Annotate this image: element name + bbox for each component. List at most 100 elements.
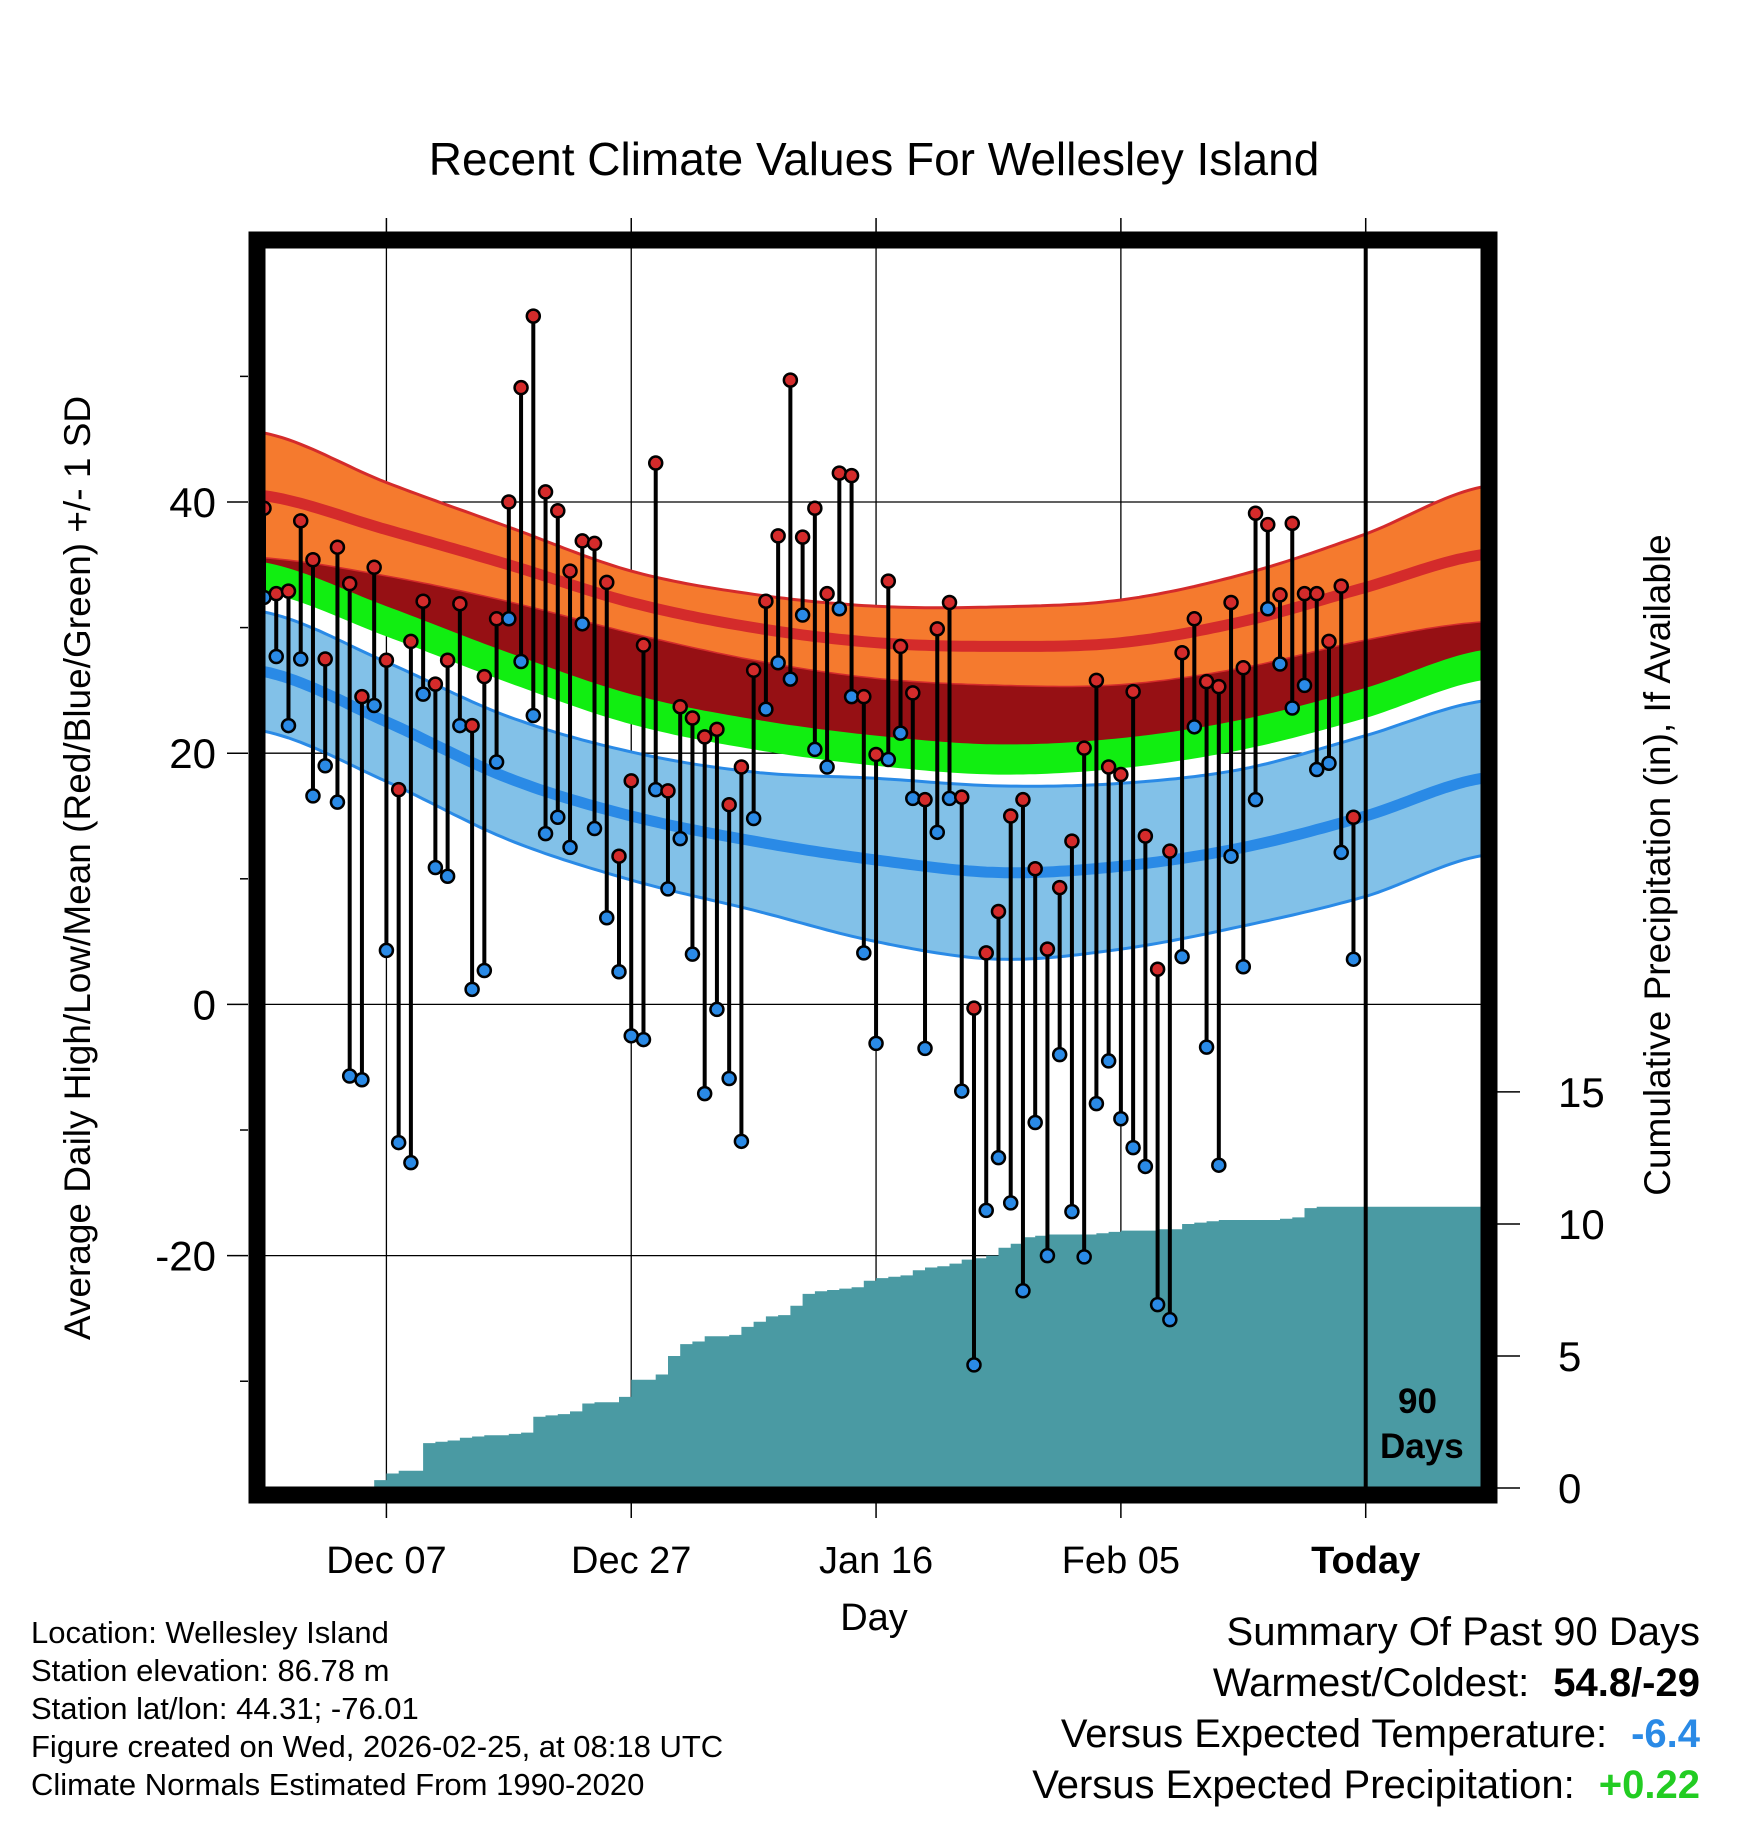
- daily-high-point: [268, 585, 284, 602]
- axes: -20 0 20 40 0 5 10 15 Dec 07 Dec 27 Jan 16 Feb 05 To…: [155, 218, 1605, 1582]
- daily-high-point: [1247, 505, 1264, 522]
- daily-high-point: [305, 552, 321, 568]
- cumulative-precip-area: [264, 1206, 1482, 1488]
- daily-low-point: [1100, 1053, 1117, 1069]
- daily-high-point: [415, 593, 431, 609]
- daily-low-point: [599, 909, 615, 926]
- daily-high-point: [501, 494, 517, 510]
- daily-high-point: [1272, 587, 1288, 603]
- daily-low-point: [280, 717, 297, 734]
- daily-low-point: [733, 1133, 750, 1150]
- daily-high-point: [366, 559, 382, 576]
- station-metadata: Location: Wellesley Island Station eleva…: [31, 1614, 723, 1804]
- daily-low-point: [1321, 755, 1337, 771]
- daily-low-point: [709, 1001, 725, 1018]
- mean-to-high-band: [264, 558, 1482, 760]
- daily-low-point: [794, 607, 811, 623]
- daily-high-point: [378, 652, 395, 668]
- daily-low-point: [513, 653, 529, 670]
- daily-low-point: [758, 701, 774, 717]
- meta-created: Figure created on Wed, 2026-02-25, at 08…: [31, 1729, 724, 1764]
- daily-high-point: [513, 379, 529, 396]
- daily-low-point: [953, 1083, 970, 1099]
- daily-low-point: [1186, 719, 1203, 735]
- daily-high-point: [782, 372, 799, 388]
- plot-frame: [248, 231, 1498, 1504]
- daily-low-point: [684, 946, 701, 962]
- daily-low-point: [1162, 1311, 1178, 1328]
- daily-points: [256, 308, 1362, 1373]
- daily-low-point: [1308, 761, 1325, 778]
- precip-departure-value: +0.22: [1598, 1763, 1700, 1807]
- daily-low-point: [1149, 1296, 1166, 1313]
- daily-high-point: [660, 783, 676, 799]
- daily-high-point: [280, 583, 297, 599]
- daily-high-point: [1260, 516, 1276, 533]
- daily-low-point: [868, 1035, 884, 1052]
- daily-low-point: [464, 981, 480, 998]
- daily-high-point: [978, 945, 994, 961]
- daily-low-point: [721, 1070, 737, 1087]
- daily-low-point: [990, 1149, 1007, 1166]
- daily-high-point: [1027, 861, 1043, 877]
- daily-high-point: [1064, 833, 1080, 849]
- daily-low-point: [1088, 1095, 1105, 1112]
- daily-range-stems: [264, 316, 1356, 1365]
- daily-low-point: [1296, 677, 1313, 694]
- daily-low-point: [415, 686, 431, 702]
- daily-high-point: [684, 710, 701, 726]
- today-days-label: Days: [1380, 1427, 1464, 1466]
- low-normal-band: [264, 611, 1482, 960]
- x-tick-label: Today: [1311, 1540, 1420, 1582]
- daily-high-point: [745, 662, 762, 679]
- daily-high-point: [831, 465, 848, 481]
- daily-low-point: [305, 788, 321, 804]
- daily-low-point: [1125, 1139, 1141, 1156]
- daily-low-point: [807, 741, 823, 758]
- precip-departure-label: Versus Expected Precipitation:: [1032, 1763, 1575, 1807]
- daily-high-point: [452, 595, 468, 612]
- daily-low-point: [1272, 656, 1288, 672]
- daily-high-point: [611, 848, 627, 864]
- warmest-label: Warmest/Coldest:: [1212, 1661, 1530, 1705]
- daily-low-point: [562, 839, 578, 856]
- y-tick-label: 0: [193, 981, 216, 1028]
- daily-low-point: [476, 962, 493, 979]
- high-normal-band: [264, 432, 1482, 688]
- daily-low-point: [660, 881, 676, 897]
- daily-low-point: [525, 707, 542, 724]
- daily-high-point: [623, 773, 639, 789]
- daily-high-point: [905, 685, 921, 701]
- daily-low-point: [292, 651, 309, 667]
- daily-high-point: [1308, 585, 1325, 602]
- daily-high-point: [696, 729, 713, 745]
- daily-high-point: [807, 500, 823, 517]
- daily-high-point: [1162, 843, 1178, 859]
- daily-low-point: [1247, 791, 1264, 808]
- daily-high-point: [843, 467, 860, 484]
- daily-low-point: [1113, 1110, 1129, 1127]
- daily-low-point: [696, 1085, 713, 1102]
- x-axis-label: Day: [840, 1597, 908, 1639]
- summary-panel: Summary Of Past 90 Days Warmest/Coldest:…: [1032, 1607, 1700, 1811]
- daily-low-point: [856, 945, 872, 961]
- daily-high-point: [856, 688, 872, 705]
- temp-departure-value: -6.4: [1631, 1712, 1700, 1756]
- daily-high-point: [537, 484, 554, 500]
- daily-high-point: [329, 539, 346, 555]
- today-days-number: 90: [1398, 1382, 1437, 1421]
- daily-low-point: [586, 820, 603, 837]
- daily-low-point: [1223, 848, 1239, 864]
- daily-high-point: [953, 789, 970, 805]
- daily-low-point: [1333, 844, 1349, 861]
- low-normal-band-upper-edge: [264, 610, 1482, 788]
- summary-temp-row: Versus Expected Temperature: -6.4: [1032, 1709, 1700, 1760]
- daily-high-point: [1125, 683, 1141, 700]
- daily-high-point: [1088, 672, 1105, 689]
- daily-low-point: [439, 868, 456, 885]
- x-tick-label: Feb 05: [1062, 1540, 1180, 1582]
- daily-low-point: [537, 825, 554, 842]
- daily-high-point: [476, 668, 493, 685]
- daily-high-point: [941, 594, 958, 611]
- daily-high-point: [427, 676, 444, 692]
